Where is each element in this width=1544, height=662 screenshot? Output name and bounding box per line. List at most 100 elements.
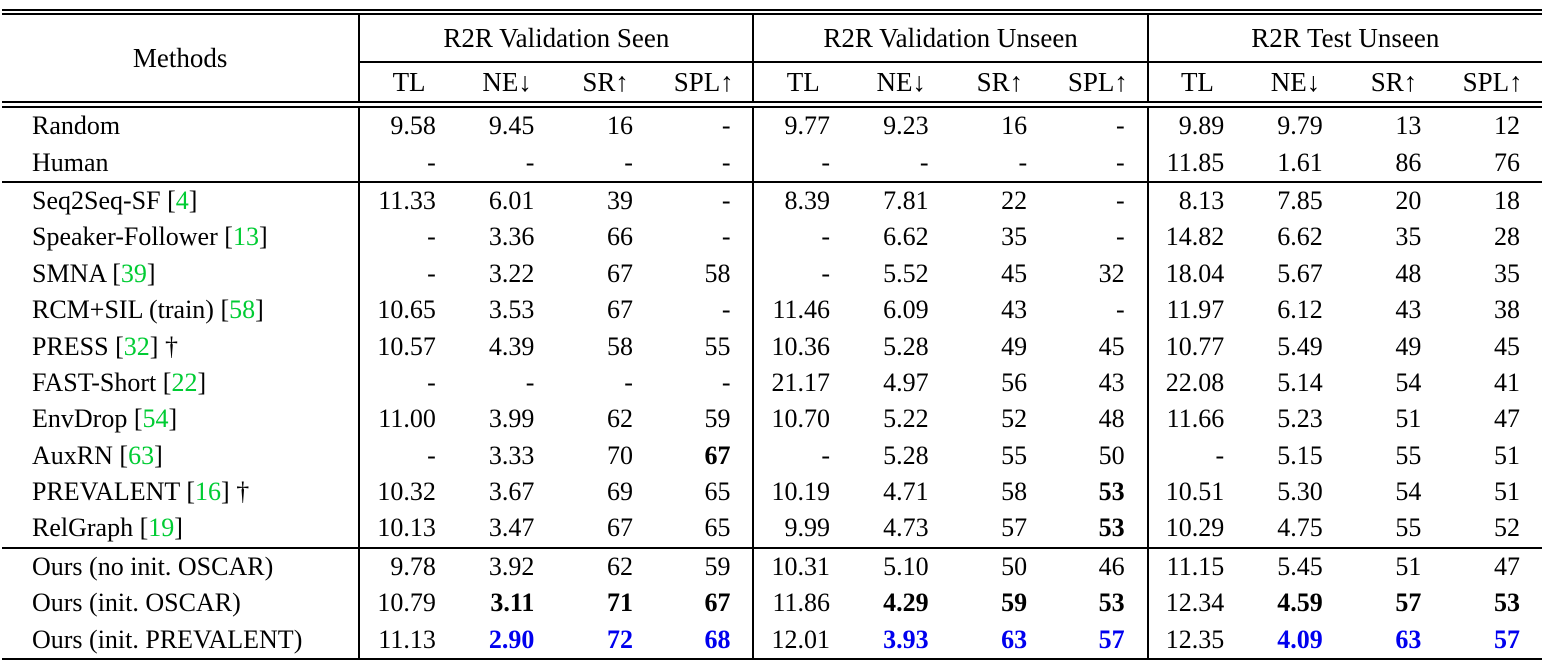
citation-number[interactable]: 58	[229, 295, 256, 325]
value-cell: 58	[606, 331, 633, 361]
value-cell: 59	[1001, 588, 1028, 618]
value-cell: 5.23	[1277, 404, 1323, 434]
value-cell: 35	[1001, 222, 1028, 252]
value-cell: 53	[1098, 588, 1125, 618]
value-cell: 67	[606, 258, 633, 288]
value-cell: 57	[1395, 588, 1422, 618]
metric-header: SPL↑	[1067, 66, 1128, 97]
value-cell: 9.23	[852, 101, 951, 145]
method-cell: Ours (init. OSCAR)	[32, 588, 241, 618]
metric-header: SR↑	[976, 66, 1024, 97]
value-cell: 5.52	[883, 258, 929, 288]
value-cell: -	[1018, 147, 1028, 177]
citation-number[interactable]: 13	[232, 222, 259, 252]
citation-number[interactable]: 22	[171, 367, 198, 397]
citation-number[interactable]: 4	[175, 185, 189, 215]
table-row: SMNA [39] -3.22 67 58-5.52 45 32 18.04 5.67 48 35	[2, 255, 1542, 292]
section-header-val-unseen: R2R Validation Unseen	[752, 12, 1148, 63]
value-cell: 3.22	[488, 258, 535, 288]
value-cell: 5.28	[883, 440, 929, 470]
value-cell: 11.00	[358, 401, 458, 438]
value-cell: 9.58	[358, 101, 458, 145]
table-row: Human - - - - - - - -11.85 1.61 86 76	[2, 144, 1542, 182]
value-cell: 45	[1098, 331, 1125, 361]
value-cell: -	[525, 367, 535, 397]
value-cell: -	[1146, 437, 1247, 474]
value-cell: -	[721, 367, 731, 397]
value-cell: 16	[556, 101, 655, 145]
value-cell: 10.77	[1146, 328, 1247, 365]
value-cell: 51	[1344, 546, 1444, 586]
value-cell: 41	[1494, 367, 1520, 397]
value-cell: 67	[704, 440, 731, 470]
value-cell: 56	[1001, 367, 1028, 397]
value-cell: 28	[1494, 222, 1520, 252]
value-cell: 10.79	[358, 585, 458, 622]
value-cell: 53	[1494, 588, 1520, 618]
value-cell: 46	[1049, 546, 1148, 586]
value-cell: 67	[704, 588, 731, 618]
value-cell: 11.46	[752, 291, 853, 329]
value-cell: -	[358, 364, 458, 402]
value-cell: 45	[1001, 258, 1028, 288]
value-cell: 72	[606, 624, 633, 654]
value-cell: 10.51	[1146, 473, 1247, 511]
value-cell: 3.99	[488, 404, 535, 434]
value-cell: 8.13	[1146, 180, 1247, 220]
value-cell: 10.36	[752, 328, 853, 365]
value-cell: 3.92	[457, 546, 557, 586]
value-cell: 67	[606, 513, 633, 543]
table-row: Ours (init. PREVALENT) 11.13 2.90 72 68 12.01…	[2, 621, 1542, 662]
table-row: AuxRN [63] -3.33 70 67-5.28 55 50-5.15 55 51	[2, 437, 1542, 474]
value-cell: 5.45	[1246, 546, 1345, 586]
value-cell: 4.75	[1277, 513, 1323, 543]
method-cell: Ours (init. PREVALENT)	[32, 624, 303, 654]
value-cell: -	[1049, 101, 1148, 145]
value-cell: 38	[1494, 295, 1520, 325]
value-cell: 4.09	[1277, 624, 1323, 654]
method-cell: RelGraph [19]	[32, 513, 183, 543]
value-cell: 5.28	[883, 331, 929, 361]
value-cell: 52	[1494, 513, 1520, 543]
value-cell: 49	[1001, 331, 1028, 361]
citation-number[interactable]: 54	[142, 404, 169, 434]
value-cell: 10.29	[1146, 510, 1247, 548]
method-cell: AuxRN [63]	[32, 440, 163, 470]
value-cell: 35	[1395, 222, 1422, 252]
value-cell: -	[919, 147, 929, 177]
value-cell: 16	[950, 101, 1050, 145]
value-cell: 3.33	[488, 440, 535, 470]
citation-number[interactable]: 63	[128, 440, 155, 470]
citation-number[interactable]: 39	[120, 258, 147, 288]
value-cell: -	[358, 437, 458, 474]
results-table: Methods R2R Validation Seen R2R Validati…	[2, 9, 1542, 662]
value-cell: 3.93	[883, 624, 929, 654]
metric-header: NE↓	[1270, 66, 1321, 97]
value-cell: 47	[1494, 404, 1520, 434]
citation-number[interactable]: 16	[195, 477, 222, 507]
method-cell: EnvDrop [54]	[32, 404, 178, 434]
value-cell: 8.39	[752, 180, 853, 220]
value-cell: 7.85	[1246, 180, 1345, 220]
table-row: PREVALENT [16] † 10.32 3.67 69 65 10.19 4.71 58…	[2, 473, 1542, 511]
value-cell: 10.13	[358, 510, 458, 548]
value-cell: 13	[1344, 101, 1444, 145]
value-cell: -	[721, 222, 731, 252]
value-cell: 9.99	[752, 510, 853, 548]
value-cell: 43	[1395, 295, 1422, 325]
value-cell: 51	[1395, 404, 1422, 434]
value-cell: 7.81	[852, 180, 951, 220]
value-cell: 51	[1494, 440, 1520, 470]
value-cell: 14.82	[1146, 219, 1247, 256]
value-cell: 48	[1098, 404, 1125, 434]
value-cell: -	[752, 437, 853, 474]
citation-number[interactable]: 32	[123, 331, 150, 361]
value-cell: 32	[1098, 258, 1125, 288]
citation-number[interactable]: 19	[148, 513, 175, 543]
section-header-val-seen: R2R Validation Seen	[358, 12, 754, 63]
value-cell: 67	[606, 295, 633, 325]
value-cell: 10.65	[358, 291, 458, 329]
value-cell: 62	[556, 546, 655, 586]
value-cell: 4.71	[883, 477, 929, 507]
